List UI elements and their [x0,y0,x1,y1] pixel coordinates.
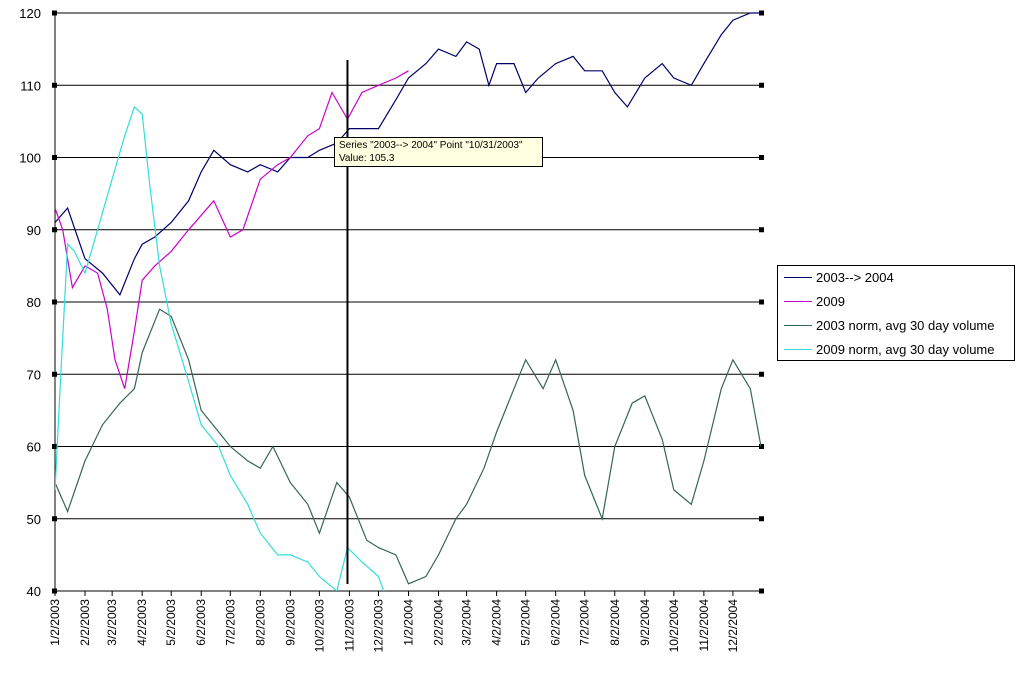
data-point-tooltip: Series "2003--> 2004" Point "10/31/2003"… [334,137,543,167]
y-tick-label: 60 [27,440,41,455]
tooltip-value-line: Value: 105.3 [339,153,395,164]
grid-handle [759,10,764,16]
y-tick-label: 70 [27,367,41,382]
legend-label: 2003 norm, avg 30 day volume [816,317,995,333]
y-tick-label: 90 [27,223,41,238]
x-tick-label: 9/2/2004 [638,599,652,646]
legend-swatch [784,300,812,302]
series-line-1[interactable] [55,70,409,389]
y-tick-label: 80 [27,295,41,310]
series-lines[interactable] [55,12,761,598]
legend-label: 2003--> 2004 [816,269,894,285]
legend-item-2009[interactable]: 2009 [784,292,845,310]
x-tick-label: 8/2/2003 [253,599,267,646]
x-tick-label: 4/2/2004 [490,599,504,646]
legend-label: 2009 norm, avg 30 day volume [816,341,995,357]
legend-label: 2009 [816,293,845,309]
x-tick-label: 6/2/2004 [549,599,563,646]
y-tick-label: 100 [19,151,41,166]
y-tick-label: 40 [27,584,41,599]
legend-swatch [784,324,812,326]
x-tick-label: 1/2/2004 [401,599,415,646]
x-tick-label: 12/2/2003 [371,599,385,653]
series-line-3[interactable] [55,105,386,598]
legend-swatch [784,276,812,278]
legend-item-2003-volume[interactable]: 2003 norm, avg 30 day volume [784,316,995,334]
x-tick-label: 10/2/2004 [667,599,681,653]
x-tick-label: 2/2/2003 [78,599,92,646]
tooltip-series-line: Series "2003--> 2004" Point "10/31/2003" [339,140,523,151]
horizontal-gridlines [55,12,761,592]
x-tick-label: 12/2/2004 [726,599,740,653]
legend-item-2009-volume[interactable]: 2009 norm, avg 30 day volume [784,340,995,358]
legend: 2003--> 2004 2009 2003 norm, avg 30 day … [777,265,1015,361]
y-axis: 40 50 60 70 80 90 100 110 120 [19,6,764,599]
x-axis: 1/2/2003 2/2/2003 3/2/2003 4/2/2003 5/2/2003… [48,590,761,653]
x-tick-label: 5/2/2003 [164,599,178,646]
grid-handle [759,82,764,88]
x-tick-label: 6/2/2003 [194,599,208,646]
grid-handle [759,588,764,594]
grid-handle [759,299,764,305]
series-line-2[interactable] [55,308,761,585]
grid-handle [759,516,764,522]
legend-swatch [784,348,812,350]
x-tick-label: 11/2/2003 [342,599,356,652]
x-tick-label: 3/2/2003 [105,599,119,646]
x-tick-label: 9/2/2003 [283,599,297,646]
grid-handle [759,444,764,449]
x-tick-label: 2/2/2004 [432,599,446,646]
x-tick-label: 1/2/2003 [48,599,62,646]
grid-handle [759,227,764,233]
x-tick-label: 10/2/2003 [312,599,326,653]
x-tick-label: 5/2/2004 [519,599,533,646]
x-tick-label: 11/2/2004 [697,599,711,652]
y-tick-label: 50 [27,512,41,527]
grid-handle [759,371,764,377]
grid-handle [759,155,764,160]
y-tick-label: 110 [20,78,41,93]
legend-item-2003-2004[interactable]: 2003--> 2004 [784,268,894,286]
x-tick-label: 4/2/2003 [135,599,149,646]
y-tick-label: 120 [19,6,41,21]
series-line-0[interactable] [55,12,761,296]
x-tick-label: 7/2/2004 [578,599,592,646]
x-tick-label: 8/2/2004 [608,599,622,646]
x-tick-label: 3/2/2004 [460,599,474,646]
x-tick-label: 7/2/2003 [223,599,237,646]
